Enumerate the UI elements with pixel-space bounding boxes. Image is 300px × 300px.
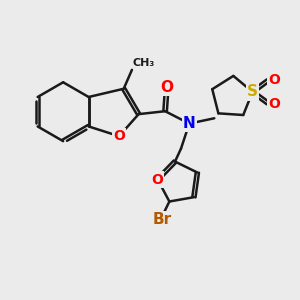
Text: Br: Br [153, 212, 172, 227]
Text: O: O [160, 80, 173, 95]
Text: S: S [247, 84, 258, 99]
Text: O: O [113, 129, 125, 143]
Text: CH₃: CH₃ [133, 58, 155, 68]
Text: O: O [151, 172, 163, 187]
Text: O: O [268, 97, 280, 111]
Text: O: O [268, 73, 280, 87]
Text: N: N [183, 116, 196, 131]
